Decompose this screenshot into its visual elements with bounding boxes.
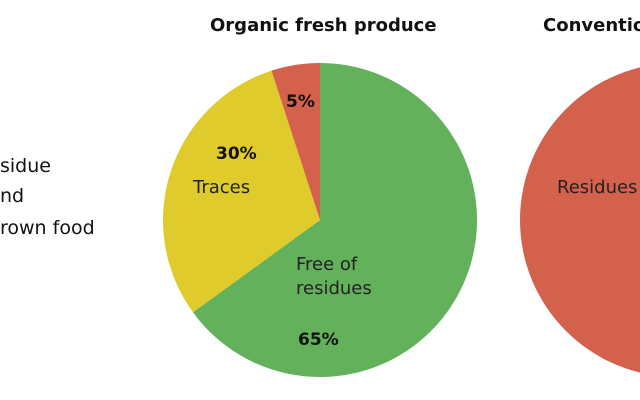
- slice-label: Residues: [557, 177, 638, 198]
- value-label: 5%: [286, 92, 315, 112]
- value-label: 30%: [216, 144, 257, 164]
- slice-label: Traces: [193, 177, 251, 198]
- pie-slice: [192, 63, 478, 378]
- chart-title: Conventio: [543, 15, 640, 36]
- value-label: 65%: [298, 330, 339, 350]
- intro-line: sidue: [0, 155, 51, 177]
- intro-line: nd: [0, 185, 25, 207]
- pie-slice: [520, 67, 640, 373]
- intro-line: rown food: [0, 217, 95, 239]
- chart-title: Organic fresh produce: [210, 15, 437, 36]
- pie-slice: [162, 70, 320, 313]
- pie-slice: [271, 63, 320, 220]
- slice-label: Free of residues: [296, 254, 372, 299]
